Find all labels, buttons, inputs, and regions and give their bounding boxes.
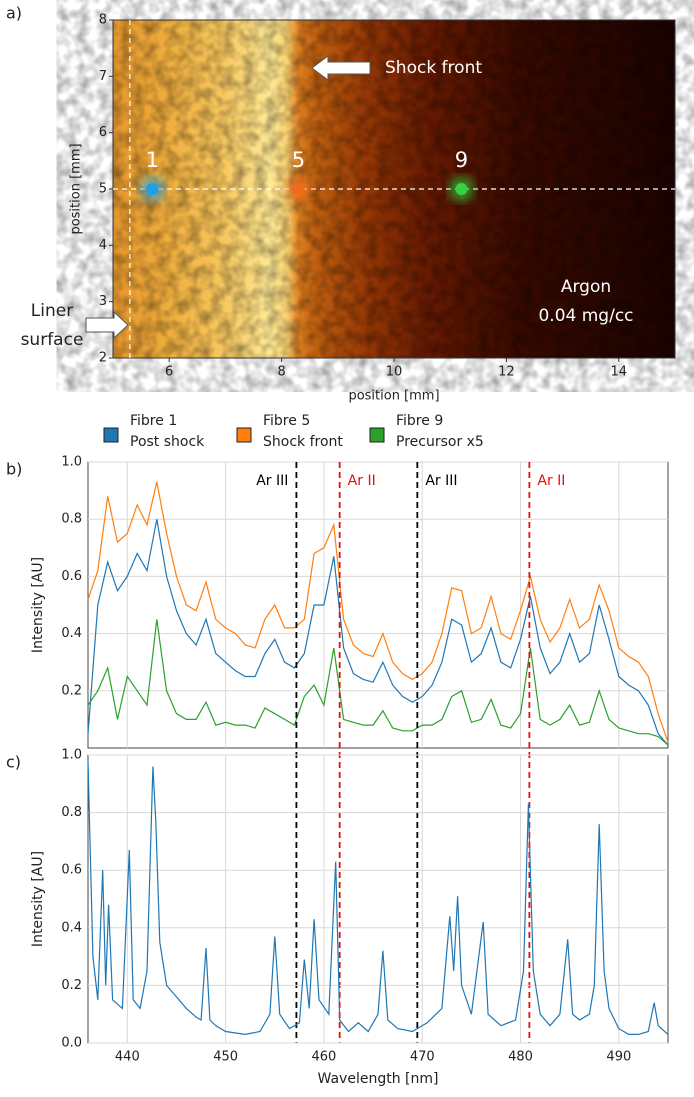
- fibre-point: [455, 183, 468, 195]
- y-tick-label: 1.0: [61, 455, 82, 470]
- y-tick-label: 0.4: [61, 626, 82, 641]
- legend-label: Precursor x5: [396, 434, 484, 450]
- point-label: 1: [146, 148, 159, 172]
- x-tick-label: 8: [277, 365, 285, 380]
- y-tick-label: 3: [99, 294, 107, 309]
- annotation: 0.04 mg/cc: [538, 306, 633, 326]
- y-tick-label: 0.8: [61, 805, 82, 820]
- y-tick-label: 0.6: [61, 863, 82, 878]
- y-tick-label: 0.8: [61, 512, 82, 527]
- y-tick-label: 0.4: [61, 920, 82, 935]
- y-tick-label: 5: [99, 182, 107, 197]
- marker-label: Ar III: [256, 473, 288, 489]
- panel-label: c): [6, 753, 21, 772]
- annotation: Argon: [561, 277, 611, 297]
- x-tick-label: 6: [165, 365, 173, 380]
- y-axis-label: position [mm]: [69, 143, 84, 234]
- point-label: 9: [455, 148, 468, 172]
- x-tick-label: 440: [115, 1050, 140, 1065]
- marker-label: Ar II: [537, 473, 565, 489]
- annotation: Liner: [31, 301, 73, 321]
- x-tick-label: 460: [312, 1050, 337, 1065]
- legend-label: Fibre 1: [130, 413, 177, 429]
- frame: [87, 754, 669, 1044]
- x-tick-label: 450: [213, 1050, 238, 1065]
- spectrum-line: [87, 619, 669, 746]
- liner-arrow: [85, 310, 129, 340]
- panel-label: b): [6, 460, 22, 479]
- spectrum-line: [87, 481, 669, 743]
- x-tick-label: 480: [508, 1050, 533, 1065]
- y-tick-label: 8: [99, 13, 107, 28]
- legend-label: Shock front: [263, 434, 343, 450]
- legend-label: Post shock: [130, 434, 205, 450]
- x-tick-label: 490: [606, 1050, 631, 1065]
- annotation: Shock front: [385, 58, 482, 78]
- y-axis-label: Intensity [AU]: [30, 557, 46, 653]
- x-tick-label: 14: [611, 365, 628, 380]
- x-axis-label: position [mm]: [348, 389, 439, 404]
- y-tick-label: 0.0: [61, 1036, 82, 1051]
- x-tick-label: 470: [410, 1050, 435, 1065]
- fibre-point: [146, 183, 159, 195]
- shock-arrow: [311, 55, 371, 81]
- spectrum-line: [87, 519, 669, 746]
- spectrum-line: [87, 760, 669, 1036]
- x-axis-label: Wavelength [nm]: [318, 1071, 439, 1087]
- marker-label: Ar II: [348, 473, 376, 489]
- legend-swatch: [236, 427, 252, 443]
- legend-label: Fibre 5: [263, 413, 310, 429]
- y-tick-label: 2: [99, 351, 107, 366]
- y-tick-label: 7: [99, 69, 107, 84]
- x-tick-label: 10: [386, 365, 403, 380]
- fibre-point: [292, 183, 305, 195]
- legend-label: Fibre 9: [396, 413, 443, 429]
- y-tick-label: 4: [99, 238, 107, 253]
- point-label: 5: [292, 148, 305, 172]
- legend-swatch: [369, 427, 385, 443]
- y-tick-label: 6: [99, 125, 107, 140]
- y-tick-label: 0.2: [61, 683, 82, 698]
- y-tick-label: 1.0: [61, 748, 82, 763]
- marker-label: Ar III: [425, 473, 457, 489]
- y-tick-label: 0.2: [61, 978, 82, 993]
- panel-label: a): [6, 4, 22, 23]
- legend-swatch: [103, 427, 119, 443]
- annotation: surface: [21, 330, 84, 350]
- x-tick-label: 12: [498, 365, 515, 380]
- y-axis-label: Intensity [AU]: [30, 851, 46, 947]
- y-tick-label: 0.6: [61, 569, 82, 584]
